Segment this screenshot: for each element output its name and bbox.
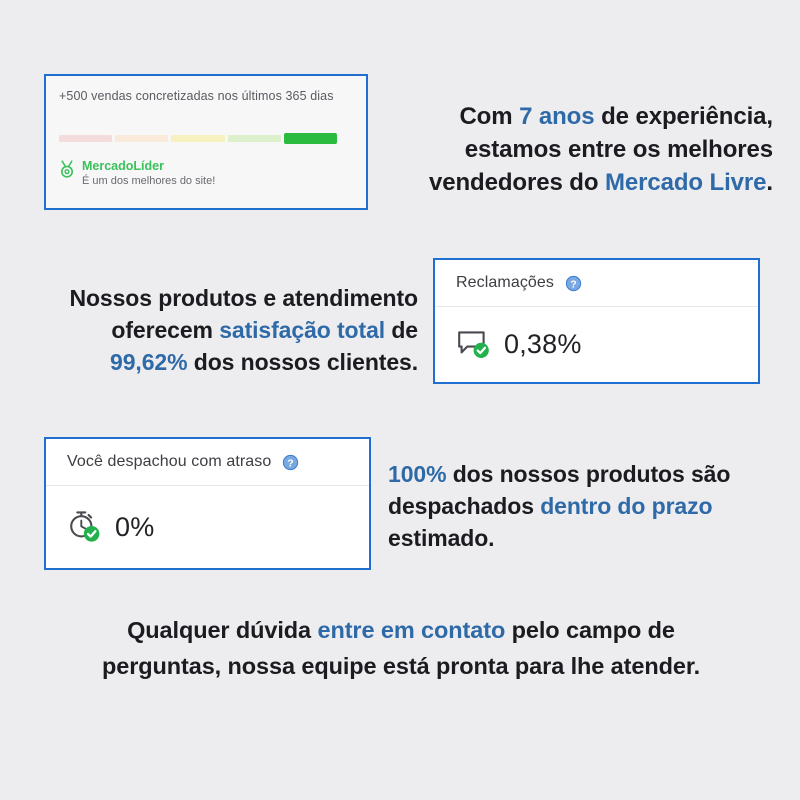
satisfaction-line2-b: de (385, 317, 418, 343)
contact-line-1: Qualquer dúvida entre em contato pelo ca… (46, 612, 756, 648)
medal-icon (59, 160, 75, 179)
contact-line-2: perguntas, nossa equipe está pronta para… (101, 653, 701, 679)
complaints-card-header: Reclamações ? (435, 260, 758, 307)
shipping-text-block: 100% dos nossos produtos são despachados… (388, 458, 778, 554)
thermometer-segment-yellow (171, 135, 225, 142)
satisfaction-percent-highlight: 99,62% (110, 349, 188, 375)
shipping-line-1: 100% dos nossos produtos são (388, 458, 778, 490)
mercadolider-title: MercadoLíder (82, 159, 164, 173)
contact-us-highlight: entre em contato (317, 617, 506, 643)
late-dispatch-metric-card: Você despachou com atraso ? (44, 437, 371, 570)
late-dispatch-card-header: Você despachou com atraso ? (46, 439, 369, 486)
complaints-card-body: 0,38% (435, 307, 758, 382)
shipping-percent-highlight: 100% (388, 461, 447, 487)
complaints-title: Reclamações (456, 274, 555, 291)
experience-line3-b: . (766, 169, 773, 196)
shipping-line-3: estimado. (388, 525, 495, 551)
satisfaction-line-3: 99,62% dos nossos clientes. (20, 346, 418, 378)
help-circle-icon[interactable]: ? (565, 275, 582, 292)
satisfaction-line-1: Nossos produtos e atendimento (69, 285, 418, 311)
satisfaction-line3-b: dos nossos clientes. (187, 349, 418, 375)
stopwatch-check-icon (68, 510, 102, 544)
experience-text-block: Com 7 anos de experiência, estamos entre… (383, 100, 773, 199)
sales-count-headline: +500 vendas concretizadas nos últimos 36… (59, 89, 334, 103)
contact-text-block: Qualquer dúvida entre em contato pelo ca… (46, 612, 756, 684)
contact-line1-a: Qualquer dúvida (127, 617, 318, 643)
complaints-metric-card: Reclamações ? 0,38% (433, 258, 760, 384)
thermometer-segment-red (59, 135, 113, 142)
thermometer-segment-green-active (283, 133, 338, 144)
late-dispatch-card-body: 0% (46, 486, 369, 568)
experience-line1-a: Com (459, 103, 520, 130)
chat-bubble-check-icon (457, 329, 491, 361)
shipping-line2-a: despachados (388, 493, 541, 519)
late-dispatch-value: 0% (115, 511, 155, 542)
satisfaction-line2-a: oferecem (111, 317, 220, 343)
complaints-value: 0,38% (504, 329, 582, 359)
shipping-line1-b: dos nossos produtos são (446, 461, 731, 487)
experience-line-2: estamos entre os melhores (464, 136, 773, 163)
experience-line-3: vendedores do Mercado Livre. (383, 166, 773, 199)
satisfaction-text-block: Nossos produtos e atendimento oferecem s… (20, 282, 418, 378)
mercadolider-subtitle: É um dos melhores do site! (82, 174, 216, 187)
experience-years-highlight: 7 anos (519, 103, 595, 130)
shipping-line-2: despachados dentro do prazo (388, 490, 778, 522)
seller-reputation-card: +500 vendas concretizadas nos últimos 36… (44, 74, 368, 210)
help-circle-icon[interactable]: ? (282, 454, 299, 471)
contact-line1-b: pelo campo de (505, 617, 675, 643)
experience-line1-b: de experiência, (594, 103, 773, 130)
mercado-livre-highlight: Mercado Livre (604, 169, 767, 196)
reputation-thermometer (59, 133, 338, 144)
within-deadline-highlight: dentro do prazo (540, 493, 713, 519)
thermometer-segment-orange (115, 135, 169, 142)
mercadolider-text: MercadoLíder É um dos melhores do site! (82, 160, 215, 187)
satisfaction-total-highlight: satisfação total (219, 317, 386, 343)
satisfaction-line-2: oferecem satisfação total de (20, 314, 418, 346)
mercadolider-badge-row: MercadoLíder É um dos melhores do site! (59, 160, 215, 187)
svg-text:?: ? (288, 457, 294, 469)
experience-line-1: Com 7 anos de experiência, (383, 100, 773, 133)
late-dispatch-title: Você despachou com atraso (67, 453, 272, 470)
experience-line3-a: vendedores do (429, 169, 605, 196)
thermometer-segment-light-green (227, 135, 281, 142)
svg-text:?: ? (570, 278, 576, 290)
